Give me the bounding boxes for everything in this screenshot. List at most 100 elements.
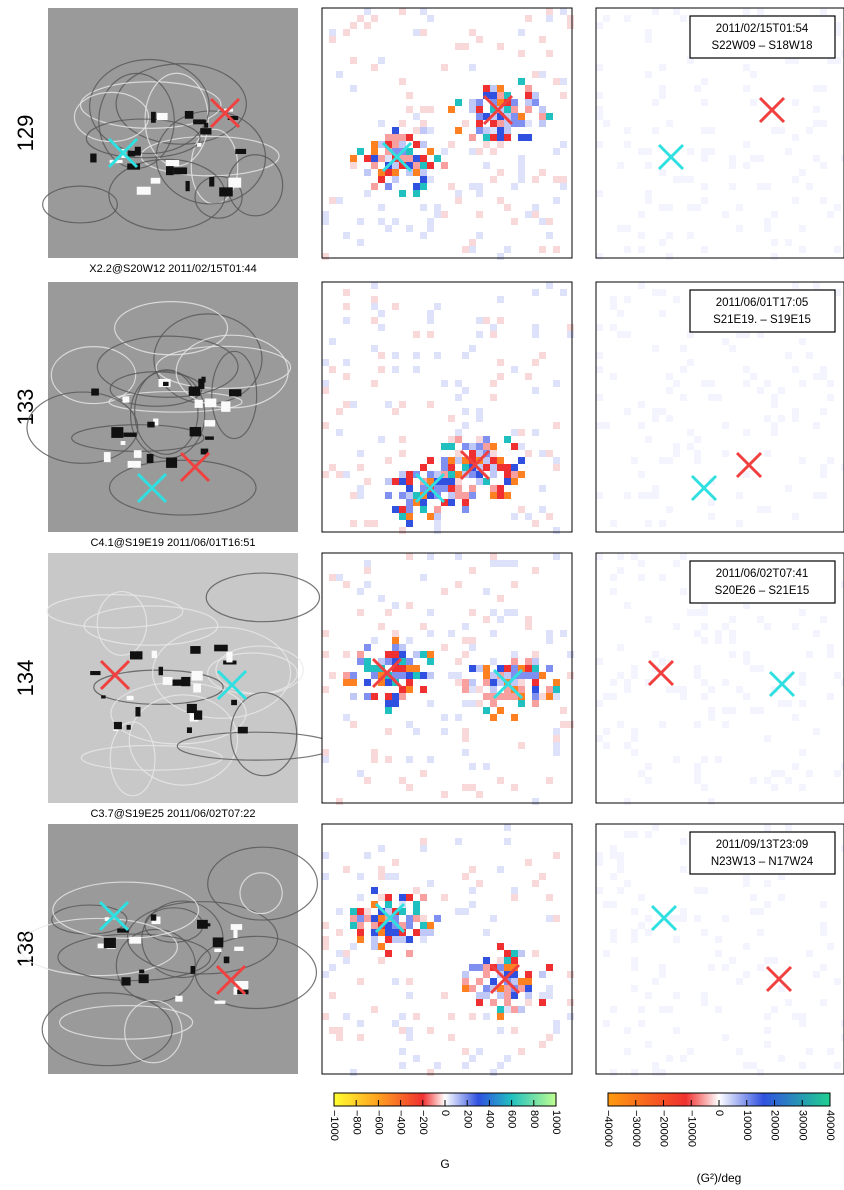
- map-pixel: [645, 197, 652, 204]
- map-pixel: [511, 478, 518, 485]
- map-pixel: [420, 232, 427, 239]
- map-pixel: [364, 478, 371, 485]
- map-pixel: [757, 929, 764, 936]
- map-pixel: [645, 492, 652, 499]
- map-pixel: [652, 408, 659, 415]
- map-pixel: [455, 429, 462, 436]
- speckle: [231, 700, 237, 705]
- map-pixel: [771, 770, 778, 777]
- map-pixel: [532, 92, 539, 99]
- map-pixel: [399, 1048, 406, 1055]
- map-pixel: [504, 992, 511, 999]
- map-pixel: [469, 866, 476, 873]
- map-pixel: [413, 183, 420, 190]
- map-pixel: [427, 127, 434, 134]
- map-pixel: [336, 71, 343, 78]
- map-pixel: [645, 616, 652, 623]
- map-pixel: [378, 176, 385, 183]
- map-pixel: [806, 1048, 813, 1055]
- map-pixel: [617, 644, 624, 651]
- map-pixel: [820, 471, 827, 478]
- map-pixel: [610, 936, 617, 943]
- map-pixel: [729, 957, 736, 964]
- map-pixel: [764, 218, 771, 225]
- speckle: [197, 920, 208, 929]
- map-pixel: [392, 693, 399, 700]
- map-pixel: [406, 978, 413, 985]
- map-pixel: [483, 992, 490, 999]
- map-pixel: [743, 880, 750, 887]
- map-pixel: [469, 887, 476, 894]
- map-pixel: [448, 443, 455, 450]
- map-pixel: [701, 637, 708, 644]
- map-pixel: [413, 169, 420, 176]
- map-pixel: [694, 457, 701, 464]
- map-pixel: [596, 553, 603, 560]
- map-pixel: [799, 338, 806, 345]
- map-pixel: [329, 338, 336, 345]
- map-pixel: [701, 197, 708, 204]
- map-pixel: [525, 15, 532, 22]
- speckle: [159, 667, 163, 676]
- map-pixel: [659, 721, 666, 728]
- map-pixel: [343, 957, 350, 964]
- map-pixel: [420, 141, 427, 148]
- map-pixel: [610, 1006, 617, 1013]
- map-pixel: [350, 679, 357, 686]
- map-pixel: [385, 901, 392, 908]
- map-pixel: [701, 679, 708, 686]
- map-pixel: [399, 693, 406, 700]
- map-pixel: [350, 1069, 357, 1076]
- map-pixel: [820, 492, 827, 499]
- map-pixel: [511, 1006, 518, 1013]
- map-pixel: [525, 373, 532, 380]
- map-pixel: [476, 232, 483, 239]
- map-pixel: [392, 478, 399, 485]
- map-pixel: [539, 1041, 546, 1048]
- map-pixel: [420, 120, 427, 127]
- map-pixel: [483, 957, 490, 964]
- map-pixel: [357, 218, 364, 225]
- map-pixel: [827, 211, 834, 218]
- map-pixel: [504, 471, 511, 478]
- map-pixel: [722, 623, 729, 630]
- map-pixel: [399, 513, 406, 520]
- map-pixel: [596, 141, 603, 148]
- map-pixel: [406, 499, 413, 506]
- map-pixel: [462, 873, 469, 880]
- map-pixel: [532, 679, 539, 686]
- map-pixel: [483, 588, 490, 595]
- map-pixel: [364, 22, 371, 29]
- speckle: [128, 151, 136, 157]
- map-pixel: [343, 232, 350, 239]
- speckle: [238, 727, 248, 734]
- map-pixel: [708, 148, 715, 155]
- map-pixel: [511, 471, 518, 478]
- map-pixel: [743, 366, 750, 373]
- map-pixel: [448, 672, 455, 679]
- map-pixel: [792, 1013, 799, 1020]
- map-pixel: [610, 303, 617, 310]
- map-pixel: [420, 915, 427, 922]
- map-pixel: [511, 99, 518, 106]
- map-pixel: [420, 127, 427, 134]
- map-pixel: [553, 742, 560, 749]
- map-pixel: [729, 155, 736, 162]
- map-pixel: [406, 686, 413, 693]
- map-pixel: [364, 777, 371, 784]
- map-pixel: [385, 225, 392, 232]
- map-pixel: [638, 894, 645, 901]
- map-pixel: [518, 134, 525, 141]
- map-pixel: [715, 394, 722, 401]
- map-pixel: [406, 225, 413, 232]
- caption: C3.7@S19E25 2011/06/02T07:22: [90, 808, 255, 820]
- map-pixel: [525, 971, 532, 978]
- map-pixel: [322, 749, 329, 756]
- map-pixel: [322, 971, 329, 978]
- map-pixel: [813, 282, 820, 289]
- map-pixel: [385, 134, 392, 141]
- map-pixel: [497, 134, 504, 141]
- map-pixel: [406, 672, 413, 679]
- map-pixel: [603, 1020, 610, 1027]
- map-pixel: [596, 352, 603, 359]
